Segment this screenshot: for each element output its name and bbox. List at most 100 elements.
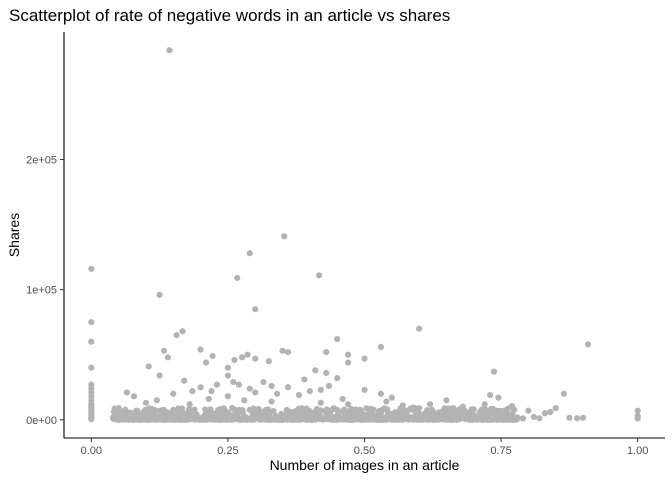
data-point	[170, 406, 177, 414]
data-point	[153, 397, 160, 404]
data-point	[348, 410, 355, 417]
data-point	[415, 410, 423, 418]
data-point	[464, 409, 471, 416]
data-point	[356, 406, 363, 414]
data-point	[306, 388, 313, 395]
data-point	[317, 386, 324, 393]
data-point	[401, 415, 408, 422]
data-point	[519, 415, 527, 422]
data-point	[503, 409, 510, 416]
x-tick-label: 0.50	[354, 445, 375, 457]
data-point	[325, 382, 333, 390]
data-point	[232, 416, 239, 423]
data-point	[285, 409, 292, 417]
x-axis-title: Number of images in an article	[270, 457, 460, 473]
data-point	[360, 415, 368, 423]
data-point	[459, 403, 466, 410]
data-point	[148, 405, 155, 413]
data-point	[426, 401, 434, 408]
data-point	[293, 416, 300, 423]
data-point	[125, 416, 133, 423]
data-point	[388, 394, 395, 401]
data-point	[335, 409, 342, 416]
data-point	[316, 272, 323, 279]
data-point	[454, 411, 462, 418]
data-point	[201, 412, 208, 419]
data-point	[213, 411, 220, 418]
data-point	[487, 391, 494, 399]
data-point	[490, 368, 498, 375]
data-point	[584, 341, 592, 348]
y-tick-label: 2e+05	[26, 155, 57, 167]
data-point	[209, 352, 216, 360]
data-point	[178, 416, 185, 423]
data-point	[224, 364, 232, 371]
data-point	[130, 416, 137, 423]
data-point	[313, 406, 320, 413]
data-point	[173, 332, 180, 339]
data-point	[416, 404, 423, 412]
data-point	[88, 416, 95, 423]
data-point	[127, 411, 134, 418]
data-point	[295, 391, 303, 399]
y-tick-label: 0e+00	[26, 415, 57, 427]
data-point	[252, 306, 259, 313]
data-point	[339, 395, 346, 403]
data-point	[433, 410, 441, 417]
data-point	[470, 406, 477, 413]
data-point	[265, 358, 272, 365]
data-point	[270, 407, 277, 415]
data-point	[361, 355, 368, 362]
data-point	[213, 381, 221, 388]
data-point	[239, 409, 246, 416]
data-point	[552, 404, 559, 412]
data-point	[492, 415, 499, 422]
data-point	[410, 404, 417, 411]
data-point	[152, 413, 159, 420]
data-point	[395, 415, 402, 422]
data-point	[469, 416, 476, 423]
data-point	[160, 347, 168, 354]
data-point	[217, 416, 224, 423]
data-point	[421, 410, 428, 418]
data-point	[252, 389, 259, 396]
data-point	[166, 47, 173, 54]
data-point	[384, 410, 392, 418]
data-point	[246, 385, 253, 392]
data-point	[312, 367, 319, 374]
data-point	[273, 390, 281, 397]
data-point	[275, 415, 283, 422]
data-point	[443, 397, 450, 404]
data-point	[441, 415, 448, 422]
data-point	[204, 407, 211, 414]
data-point	[300, 414, 307, 421]
data-point	[268, 382, 275, 390]
data-point	[255, 415, 262, 422]
data-point	[325, 410, 332, 417]
data-point	[353, 416, 360, 423]
data-point	[281, 233, 288, 240]
data-point	[508, 403, 516, 410]
y-axis-ticks: 0e+00 1e+05 2e+05	[26, 155, 64, 427]
y-tick-label: 1e+05	[26, 285, 57, 297]
data-point	[189, 388, 196, 395]
data-point	[345, 351, 352, 358]
data-point	[509, 416, 516, 423]
data-point	[142, 399, 150, 406]
data-point	[416, 325, 423, 332]
data-point	[481, 401, 488, 408]
data-point	[252, 355, 259, 362]
data-point	[377, 390, 384, 397]
data-point	[514, 414, 521, 421]
data-point	[484, 416, 492, 423]
data-point	[279, 347, 286, 354]
data-point	[133, 407, 140, 414]
data-point	[478, 406, 486, 413]
data-point	[268, 398, 275, 405]
data-point	[115, 404, 122, 412]
data-point	[495, 394, 502, 401]
data-point	[363, 405, 370, 412]
data-point	[230, 378, 237, 386]
data-point	[541, 410, 548, 417]
data-point	[208, 388, 215, 395]
